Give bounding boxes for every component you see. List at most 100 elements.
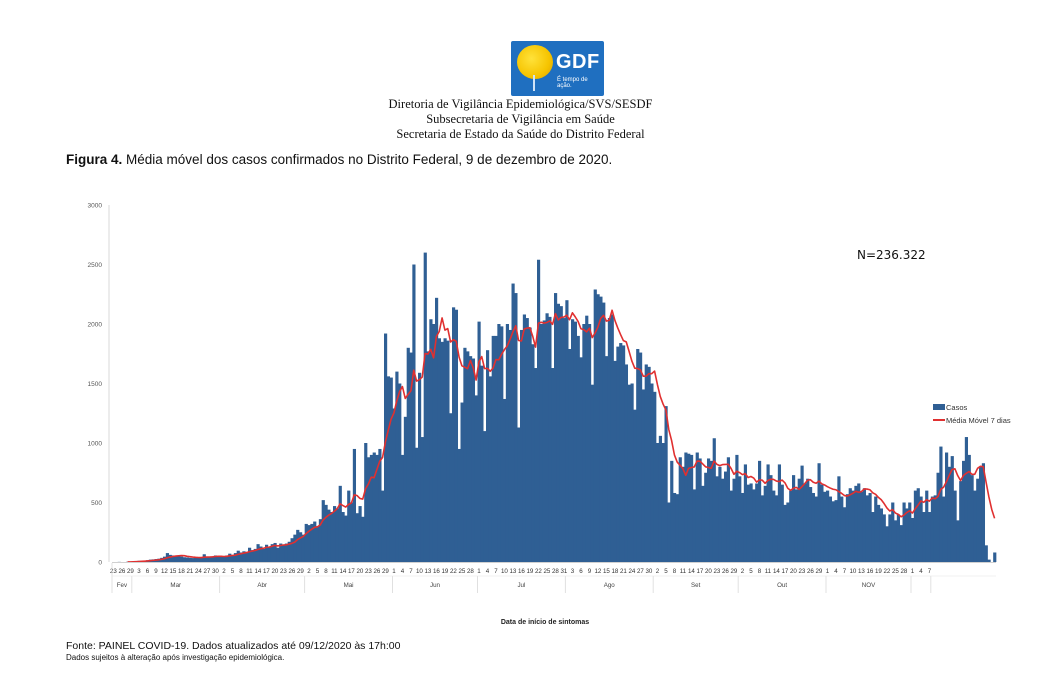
x-tick-label: 28: [552, 568, 559, 575]
ipe-tree-icon: [517, 45, 553, 79]
bar-casos: [511, 283, 515, 562]
bar-casos: [656, 443, 660, 562]
bar-casos: [922, 512, 926, 562]
bar-casos: [814, 496, 818, 562]
bar-casos: [412, 264, 416, 562]
x-tick-label: 17: [348, 568, 355, 575]
bar-casos: [528, 327, 532, 562]
bar-casos: [857, 483, 861, 562]
bar-casos: [338, 485, 342, 562]
x-tick-label: 7: [409, 568, 413, 575]
total-annotation: N=236.322: [857, 248, 926, 262]
bar-casos: [225, 555, 229, 562]
figure-label: Figura 4.: [66, 152, 123, 167]
bar-casos: [905, 508, 909, 562]
x-tick-label: 25: [892, 568, 899, 575]
legend: Casos Média Móvel 7 dias: [933, 403, 1011, 425]
bar-casos: [749, 483, 753, 562]
bar-casos: [981, 463, 986, 562]
bar-casos: [820, 484, 824, 562]
bar-casos: [843, 507, 847, 562]
bar-casos: [675, 494, 680, 562]
bar-casos: [188, 557, 192, 562]
bar-casos: [327, 509, 331, 562]
bar-casos: [454, 309, 459, 562]
bar-casos: [508, 329, 512, 562]
bar-casos: [707, 458, 711, 562]
bar-casos: [341, 512, 345, 562]
x-tick-label: 14: [688, 568, 695, 575]
bar-casos: [871, 512, 875, 562]
x-tick-label: 12: [161, 568, 168, 575]
bar-casos: [729, 490, 733, 562]
x-tick-label: 5: [749, 568, 753, 575]
bar-casos: [967, 454, 971, 562]
bar-casos: [352, 448, 357, 562]
bar-casos: [826, 490, 830, 562]
line-media-movel-path: [127, 309, 996, 563]
bar-casos: [667, 502, 671, 562]
bar-casos: [868, 492, 872, 562]
x-tick-label: 9: [154, 568, 158, 575]
bar-casos: [902, 502, 906, 562]
x-tick-label: 25: [458, 568, 465, 575]
x-tick-label: 7: [494, 568, 498, 575]
bar-casos: [214, 555, 218, 562]
x-tick-label: 11: [765, 568, 772, 575]
bar-casos: [310, 523, 314, 562]
bar-casos: [933, 495, 937, 562]
bar-casos: [913, 490, 918, 562]
x-tick-label: 20: [356, 568, 363, 575]
bar-casos: [452, 307, 456, 562]
bar-casos: [953, 490, 957, 562]
bar-casos: [888, 514, 892, 562]
x-tick-label: 14: [254, 568, 261, 575]
x-tick-label: 23: [798, 568, 805, 575]
bar-casos: [205, 556, 209, 562]
bar-casos: [208, 557, 212, 562]
x-tick-label: 15: [169, 568, 176, 575]
month-label: Abr: [257, 582, 267, 589]
x-tick-label: 1: [826, 568, 830, 575]
bar-casos: [950, 456, 954, 562]
bar-casos: [369, 454, 374, 562]
bar-casos: [755, 483, 759, 562]
bar-casos: [585, 315, 589, 562]
figure-caption: Figura 4. Média móvel dos casos confirma…: [66, 152, 612, 167]
bar-casos: [284, 543, 289, 562]
bar-casos: [253, 548, 257, 562]
bar-casos: [466, 351, 470, 562]
bar-casos: [639, 352, 643, 562]
x-tick-label: 29: [127, 568, 134, 575]
logo-slogan: É tempo de ação.: [557, 77, 588, 89]
bar-casos: [180, 556, 184, 562]
x-tick-label: 4: [919, 568, 923, 575]
bar-casos: [681, 466, 685, 562]
x-tick-label: 20: [705, 568, 712, 575]
x-tick-label: 28: [900, 568, 907, 575]
x-tick-label: 4: [401, 568, 405, 575]
bar-casos: [440, 341, 444, 562]
bar-casos: [959, 481, 963, 562]
bar-casos: [307, 525, 311, 562]
bar-casos: [347, 490, 351, 562]
header-directorate: Diretoria de Vigilância Epidemiológica/S…: [388, 97, 653, 111]
gdf-logo: GDF É tempo de ação.: [511, 41, 604, 96]
bar-casos: [276, 547, 280, 562]
x-tick-label: 26: [722, 568, 729, 575]
bar-casos: [874, 496, 878, 562]
bar-casos: [721, 478, 725, 562]
month-label: Fev: [117, 582, 128, 589]
x-tick-label: 8: [239, 568, 243, 575]
bar-casos: [942, 496, 946, 562]
bar-casos: [265, 544, 269, 562]
bar-casos: [344, 515, 348, 562]
bar-casos: [514, 293, 518, 562]
bar-casos: [429, 319, 433, 562]
bar-casos: [896, 514, 901, 562]
bar-casos: [372, 452, 376, 562]
header-subsecretariat: Subsecretaria de Vigilância em Saúde: [426, 112, 615, 126]
month-label: Out: [777, 582, 787, 589]
y-tick-label: 500: [91, 500, 102, 507]
